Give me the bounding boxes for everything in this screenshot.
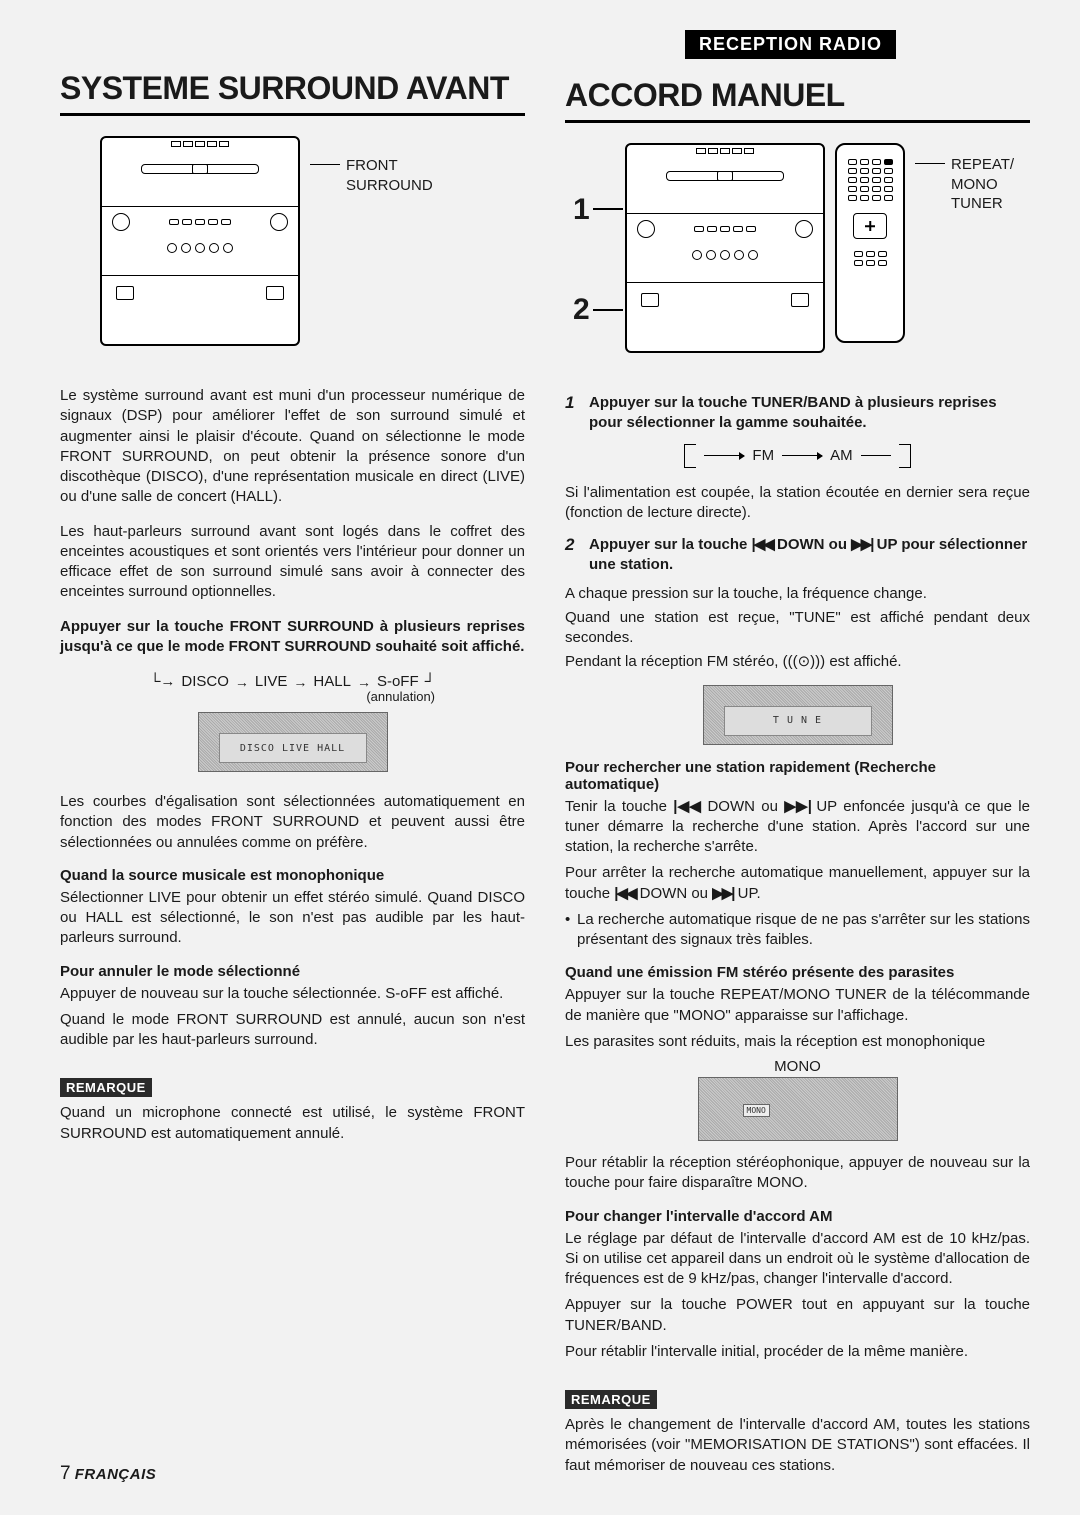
callout-2: 2: [573, 293, 590, 327]
reception-radio-banner: RECEPTION RADIO: [685, 30, 896, 59]
right-subhead-2: Quand une émission FM stéréo présente de…: [565, 964, 1030, 981]
left-para-4: Sélectionner LIVE pour obtenir un effet …: [60, 888, 525, 949]
right-para-7: Appuyer sur la touche POWER tout en appu…: [565, 1295, 1030, 1336]
left-title: SYSTEME SURROUND AVANT: [60, 70, 525, 116]
left-para-7: Quand un microphone connecté est utilisé…: [60, 1103, 525, 1144]
step-1-text: Appuyer sur la touche TUNER/BAND à plusi…: [589, 393, 1030, 434]
skip-fwd-icon: ▶▶|: [712, 885, 733, 902]
fm-am-diagram: FM AM: [565, 444, 1030, 473]
step-2-body-c: Pendant la réception FM stéréo, (((⊙))) …: [565, 652, 1030, 672]
right-subhead-3: Pour changer l'intervalle d'accord AM: [565, 1208, 1030, 1225]
right-para-3: Appuyer sur la touche REPEAT/MONO TUNER …: [565, 985, 1030, 1026]
remark-label-left: REMARQUE: [60, 1078, 152, 1097]
remote-diagram: [835, 143, 905, 343]
left-para-1: Le système surround avant est muni d'un …: [60, 386, 525, 508]
skip-back-icon: |◀◀: [673, 798, 701, 815]
right-para-5: Pour rétablir la réception stéréophoniqu…: [565, 1153, 1030, 1194]
left-diagram: FRONT SURROUND: [60, 136, 525, 366]
left-bold-instruction: Appuyer sur la touche FRONT SURROUND à p…: [60, 617, 525, 658]
right-para-2: Pour arrêter la recherche automatique ma…: [565, 863, 1030, 904]
step-number-1: 1: [565, 393, 581, 434]
step-number-2: 2: [565, 535, 581, 576]
right-para-1: Tenir la touche |◀◀ DOWN ou ▶▶| UP enfon…: [565, 797, 1030, 858]
right-bullet-1: La recherche automatique risque de ne pa…: [565, 910, 1030, 951]
mono-label: MONO: [565, 1058, 1030, 1075]
skip-back-icon: |◀◀: [614, 885, 635, 902]
left-subhead-1: Quand la source musicale est monophoniqu…: [60, 867, 525, 884]
left-para-3: Les courbes d'égalisation sont sélection…: [60, 792, 525, 853]
right-para-9: Après le changement de l'intervalle d'ac…: [565, 1415, 1030, 1476]
skip-back-icon: |◀◀: [752, 536, 773, 553]
callout-1: 1: [573, 193, 590, 227]
right-title: ACCORD MANUEL: [565, 77, 1030, 123]
remark-label-right: REMARQUE: [565, 1390, 657, 1409]
step-2-text: Appuyer sur la touche |◀◀ DOWN ou ▶▶| UP…: [589, 535, 1030, 576]
left-para-5: Appuyer de nouveau sur la touche sélecti…: [60, 984, 525, 1004]
right-subhead-1: Pour rechercher une station rapidement (…: [565, 759, 1030, 793]
step-2-body-b: Quand une station est reçue, "TUNE" est …: [565, 608, 1030, 649]
step-1-body: Si l'alimentation est coupée, la station…: [565, 483, 1030, 524]
page-footer: 7 FRANÇAIS: [60, 1463, 156, 1485]
mono-lcd: MONO: [698, 1077, 898, 1141]
front-surround-label: FRONT SURROUND: [346, 156, 433, 195]
right-para-4: Les parasites sont réduits, mais la réce…: [565, 1032, 1030, 1052]
left-para-6: Quand le mode FRONT SURROUND est annulé,…: [60, 1010, 525, 1051]
skip-fwd-icon: ▶▶|: [851, 536, 872, 553]
right-para-8: Pour rétablir l'intervalle initial, proc…: [565, 1342, 1030, 1362]
right-para-6: Le réglage par défaut de l'intervalle d'…: [565, 1229, 1030, 1290]
step-2-body-a: A chaque pression sur la touche, la fréq…: [565, 584, 1030, 604]
left-para-2: Les haut-parleurs surround avant sont lo…: [60, 522, 525, 603]
tune-lcd: T U N E: [703, 685, 893, 745]
mode-cycle-diagram: └→DISCO→ LIVE→ HALL→ S-oFF┘ (annulation)…: [60, 673, 525, 772]
left-subhead-2: Pour annuler le mode sélectionné: [60, 963, 525, 980]
skip-fwd-icon: ▶▶|: [784, 798, 810, 815]
right-diagram: 1 2 REPEAT/ MONO TUNER: [565, 143, 1030, 373]
repeat-mono-label: REPEAT/ MONO TUNER: [951, 155, 1014, 214]
